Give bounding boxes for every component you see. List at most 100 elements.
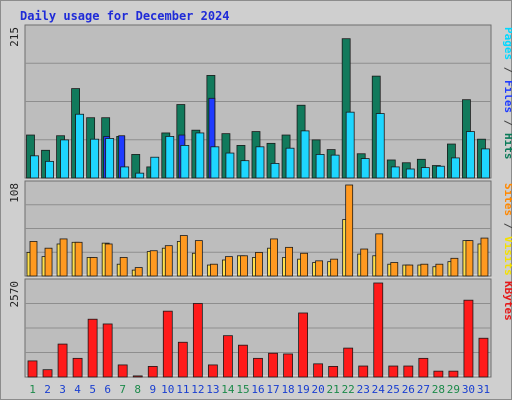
kbytes-bar-day-11 <box>177 341 188 378</box>
day-label-23: 23 <box>357 383 370 396</box>
y-max-label: 2570 <box>8 281 21 308</box>
side-legend-part: KBytes <box>502 281 512 321</box>
panel-visits-sites: 108 Sites / Visits <box>8 180 512 277</box>
sites-bar-day-15 <box>240 255 248 277</box>
sites-bar-day-4 <box>74 241 83 277</box>
sites-bar-day-14 <box>225 256 233 277</box>
sites-bar-day-30 <box>465 240 474 277</box>
pages-bar-day-22 <box>345 111 355 179</box>
sites-bar-day-3 <box>59 238 68 277</box>
pages-bar-day-14 <box>225 152 235 179</box>
day-label-11: 11 <box>176 383 189 396</box>
day-label-28: 28 <box>432 383 445 396</box>
kbytes-bar-day-8 <box>132 375 143 378</box>
day-label-16: 16 <box>251 383 264 396</box>
sites-bar-day-7 <box>119 257 128 277</box>
pages-bar-day-13 <box>210 146 220 179</box>
pages-bar-day-23 <box>360 158 370 179</box>
sites-bar-day-6 <box>104 243 113 277</box>
day-label-4: 4 <box>74 383 81 396</box>
kbytes-bar-day-20 <box>313 363 324 378</box>
day-label-18: 18 <box>281 383 294 396</box>
day-label-2: 2 <box>44 383 51 396</box>
sites-bar-day-16 <box>255 252 263 277</box>
series-sites <box>29 184 489 277</box>
sites-bar-day-2 <box>44 247 53 277</box>
day-label-7: 7 <box>119 383 126 396</box>
pages-bar-day-29 <box>451 157 460 179</box>
kbytes-bar-day-16 <box>253 357 263 378</box>
day-label-27: 27 <box>417 383 430 396</box>
sites-bar-day-28 <box>435 263 444 277</box>
pages-bar-day-30 <box>466 131 475 179</box>
sites-bar-day-20 <box>315 260 324 277</box>
day-label-29: 29 <box>447 383 460 396</box>
day-label-3: 3 <box>59 383 66 396</box>
kbytes-bar-day-23 <box>358 365 369 378</box>
pages-bar-day-20 <box>315 154 325 179</box>
sites-bar-day-17 <box>270 238 278 277</box>
sites-bar-day-1 <box>29 241 38 277</box>
pages-bar-day-19 <box>300 130 310 179</box>
sites-bar-day-9 <box>149 250 158 277</box>
side-legend-part: Sites <box>502 183 512 216</box>
day-label-20: 20 <box>312 383 325 396</box>
pages-bar-day-25 <box>390 166 400 179</box>
pages-bar-day-9 <box>150 156 160 179</box>
panel-kbytes: 2570 KBytes <box>8 278 512 378</box>
kbytes-bar-day-19 <box>298 312 308 378</box>
side-legend-part: Hits <box>502 133 512 160</box>
series-pages <box>30 111 490 179</box>
pages-bar-day-16 <box>255 146 265 179</box>
day-labels-group: 1 2 3 4 5 6 7 8 9 10 11 12 13 14 15 16 17 18 19 20 21 22 23 24 2… <box>29 383 490 396</box>
sites-bar-day-12 <box>194 240 203 277</box>
day-label-1: 1 <box>29 383 36 396</box>
kbytes-bar-day-10 <box>162 310 173 378</box>
kbytes-bar-day-9 <box>147 365 158 378</box>
kbytes-bar-day-24 <box>373 282 384 378</box>
kbytes-bar-day-6 <box>102 323 113 378</box>
y-max-label: 215 <box>8 27 21 47</box>
day-label-17: 17 <box>266 383 279 396</box>
panels-group: 215 Pages / Files / Hits 108 Sites / Visits… <box>8 24 512 378</box>
sites-bar-day-18 <box>285 246 293 277</box>
pages-bar-day-15 <box>240 160 250 179</box>
day-label-24: 24 <box>372 383 386 396</box>
side-legend-part: / <box>502 60 512 80</box>
pages-bar-day-8 <box>135 172 145 179</box>
side-legend-part: / <box>502 216 512 236</box>
day-label-14: 14 <box>221 383 235 396</box>
pages-bar-day-3 <box>60 139 69 179</box>
sites-bar-day-8 <box>134 267 143 277</box>
side-legend-part: Files <box>502 80 512 113</box>
pages-bar-day-12 <box>195 132 205 179</box>
day-label-12: 12 <box>191 383 204 396</box>
kbytes-bar-day-30 <box>463 299 474 378</box>
pages-bar-day-7 <box>120 166 130 179</box>
kbytes-bar-day-25 <box>388 365 399 378</box>
pages-bar-day-5 <box>90 138 100 179</box>
pages-bar-day-26 <box>405 168 415 179</box>
sites-bar-day-11 <box>179 235 188 277</box>
pages-bar-day-18 <box>285 147 295 179</box>
pages-bar-day-21 <box>330 154 340 179</box>
sites-bar-day-19 <box>300 252 308 277</box>
pages-bar-day-10 <box>165 136 175 179</box>
sites-bar-day-24 <box>375 233 384 277</box>
pages-bar-day-27 <box>420 167 430 179</box>
sites-bar-day-27 <box>420 263 429 277</box>
side-legend-visits-sites: Sites / Visits <box>502 183 512 276</box>
pages-bar-day-24 <box>375 113 385 179</box>
pages-bar-day-11 <box>180 145 190 179</box>
kbytes-bar-day-2 <box>42 369 53 378</box>
series-kbytes <box>27 282 489 378</box>
day-label-30: 30 <box>462 383 475 396</box>
chart-title: Daily usage for December 2024 <box>20 9 230 23</box>
day-label-8: 8 <box>134 383 141 396</box>
pages-bar-day-31 <box>481 148 490 179</box>
kbytes-bar-day-18 <box>283 353 293 378</box>
kbytes-bar-day-5 <box>87 318 98 378</box>
kbytes-bar-day-28 <box>433 370 444 378</box>
day-label-26: 26 <box>402 383 415 396</box>
